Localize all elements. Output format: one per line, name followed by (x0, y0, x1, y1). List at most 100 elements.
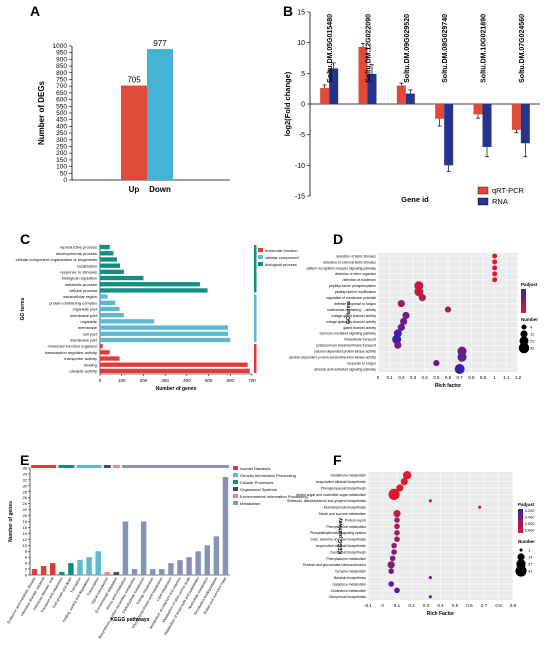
bar (405, 93, 415, 104)
x-tick-label: 0.5 (433, 375, 440, 380)
x-tick-label: 300 (161, 378, 169, 383)
bar (100, 306, 120, 312)
bar (100, 275, 144, 281)
legend-title: Padjust (521, 282, 538, 287)
bar (100, 313, 124, 318)
y-tick-label: 850 (56, 63, 67, 70)
y-tick-label: pattern recognition receptor signaling p… (307, 266, 377, 270)
point (457, 352, 467, 362)
chart-a: 0501001502002503003504004505005506006507… (37, 39, 230, 194)
y-tick-label: Amino sugar and nucleotide sugar metabol… (296, 493, 366, 497)
bar (204, 545, 210, 575)
size-legend-dot (520, 330, 528, 338)
point (394, 517, 400, 523)
bar (100, 282, 200, 287)
y-tick-label: 150 (56, 157, 67, 164)
legend-swatch (258, 262, 263, 266)
y-tick-label: peptidyl-serine phosphorylation (329, 284, 376, 288)
legend-swatch (477, 197, 489, 206)
y-tick-label: 18 (23, 519, 28, 524)
bar (320, 88, 330, 104)
point (492, 253, 498, 259)
y-tick-label: peptidyl-serine modification (335, 290, 376, 294)
chart-b: -15 -10 -5 0 5 10 15 Soltu.DM.05G015480 Soltu.DM… (283, 10, 540, 206)
y-tick-label: Diterpenoid biosynthesis (329, 595, 366, 599)
y-tick-label: transporter activity (64, 356, 97, 361)
bar (121, 85, 147, 180)
size-legend-dot (521, 324, 527, 330)
data-label: 705 (127, 76, 141, 85)
y-tick-label: defense response to fungus (334, 302, 376, 306)
point (414, 287, 424, 297)
y-tick-label: 0 (25, 573, 28, 578)
y-axis-label: KEGG pathway (338, 518, 344, 554)
y-tick-label: calcium-dependent protein serine/threoni… (289, 356, 377, 360)
x-tick-label: 700 (248, 378, 256, 383)
y-tick-label: Starch and sucrose metabolism (319, 512, 367, 516)
y-tick-label: Phenylpropanoid biosynthesis (321, 486, 366, 490)
y-tick-label: membrane (78, 325, 98, 330)
point (394, 587, 400, 594)
group-strip (76, 465, 102, 468)
y-tick-label: 900 (56, 56, 67, 63)
x-tick-label: 1.2 (515, 375, 522, 380)
x-axis-label: Rich factor (435, 383, 461, 389)
bar (186, 557, 192, 575)
x-tick-label: 400 (183, 378, 191, 383)
y-tick-label: 700 (56, 83, 67, 90)
y-tick-label: cell part (83, 331, 98, 336)
point (394, 530, 400, 536)
legend-title: Number (521, 317, 538, 322)
legend-label: Environmental Information Processing (240, 494, 308, 499)
y-tick-label: 250 (56, 144, 67, 151)
x-axis-label: Number of genes (156, 386, 197, 392)
y-tick-label: 16 (23, 525, 28, 530)
y-tick-label: 550 (56, 103, 67, 110)
y-tick-label: Galactose metabolism (332, 582, 366, 586)
y-tick-label: Phosphatidylinositol signaling system (310, 531, 366, 535)
x-tick-label: Soltu.DM.07G024560 (519, 14, 526, 83)
x-tick-label: 0.3 (410, 375, 417, 380)
bar (100, 319, 155, 324)
y-tick-label: catalytic activity (69, 369, 97, 374)
x-tick-label: 0.1 (387, 375, 394, 380)
point (428, 576, 432, 580)
y-tick-label: Pentose and glucuronate interconversions (303, 563, 367, 567)
y-tick-label: 50 (60, 170, 68, 177)
group-strip (112, 465, 120, 468)
y-tick-label: 1000 (53, 43, 68, 50)
y-tick-label: Cutin, suberine and wax biosynthesis (310, 538, 366, 542)
y-tick-label: voltage-gated ion channel activity (326, 320, 376, 324)
bar (59, 572, 65, 575)
legend-swatch (258, 255, 263, 259)
point (394, 341, 402, 349)
y-tick-label: 750 (56, 77, 67, 84)
y-tick-label: Isoquinoline alkaloid biosynthesis (316, 544, 366, 548)
y-tick-label: 34 (23, 471, 28, 476)
legend-swatch (233, 494, 238, 498)
x-tick-label: 0.6 (466, 603, 473, 608)
bar (511, 104, 521, 130)
bar (435, 104, 445, 119)
y-tick-label: Glutathione metabolism (330, 474, 366, 478)
size-legend-dot (519, 336, 529, 346)
y-tick-label: detection of biotic stimulus (336, 254, 376, 258)
bar (100, 337, 231, 343)
color-legend-label: 0.800 (525, 529, 535, 533)
point (400, 477, 408, 486)
y-tick-label: response to fungus (347, 361, 376, 365)
x-tick-label: Soltu.DM.05G015480 (327, 14, 334, 83)
bar (520, 104, 530, 144)
y-tick-label: regulation of membrane potential (326, 296, 376, 300)
legend-label: qRT-PCR (492, 186, 525, 195)
x-tick-label: Down (149, 185, 171, 194)
y-tick-label: developmental process (56, 251, 97, 256)
point (444, 306, 452, 313)
bar (100, 294, 108, 299)
y-tick-label: 32 (23, 477, 28, 482)
bar (122, 521, 129, 575)
color-legend-bar (521, 289, 526, 313)
size-legend-dot (515, 565, 527, 577)
legend-swatch (258, 248, 263, 252)
y-tick-label: potassium ion transmembrane transport (316, 344, 376, 348)
